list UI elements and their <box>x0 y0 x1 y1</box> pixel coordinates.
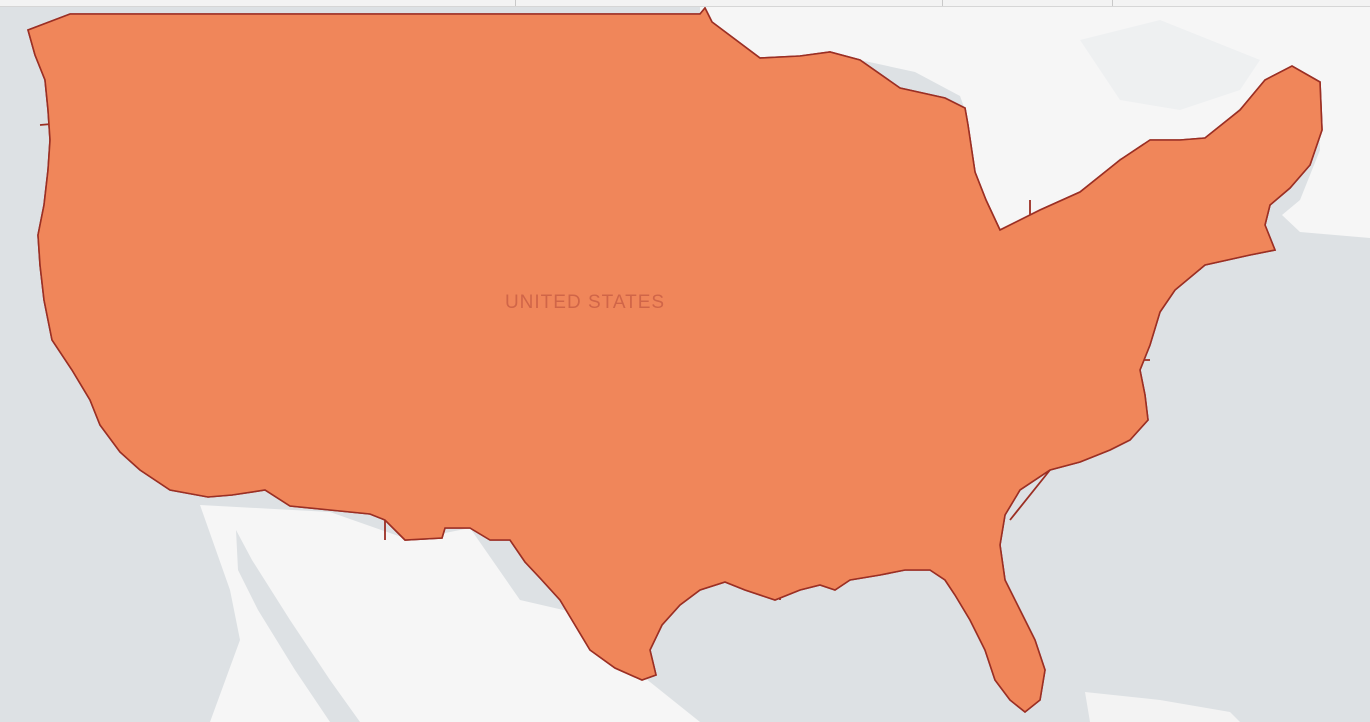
mexico-land <box>200 505 700 722</box>
hudson-region-land <box>1080 20 1260 110</box>
cuba-land <box>1085 692 1240 722</box>
canada-land <box>0 0 1370 238</box>
top-toolbar-strip <box>0 0 1370 7</box>
